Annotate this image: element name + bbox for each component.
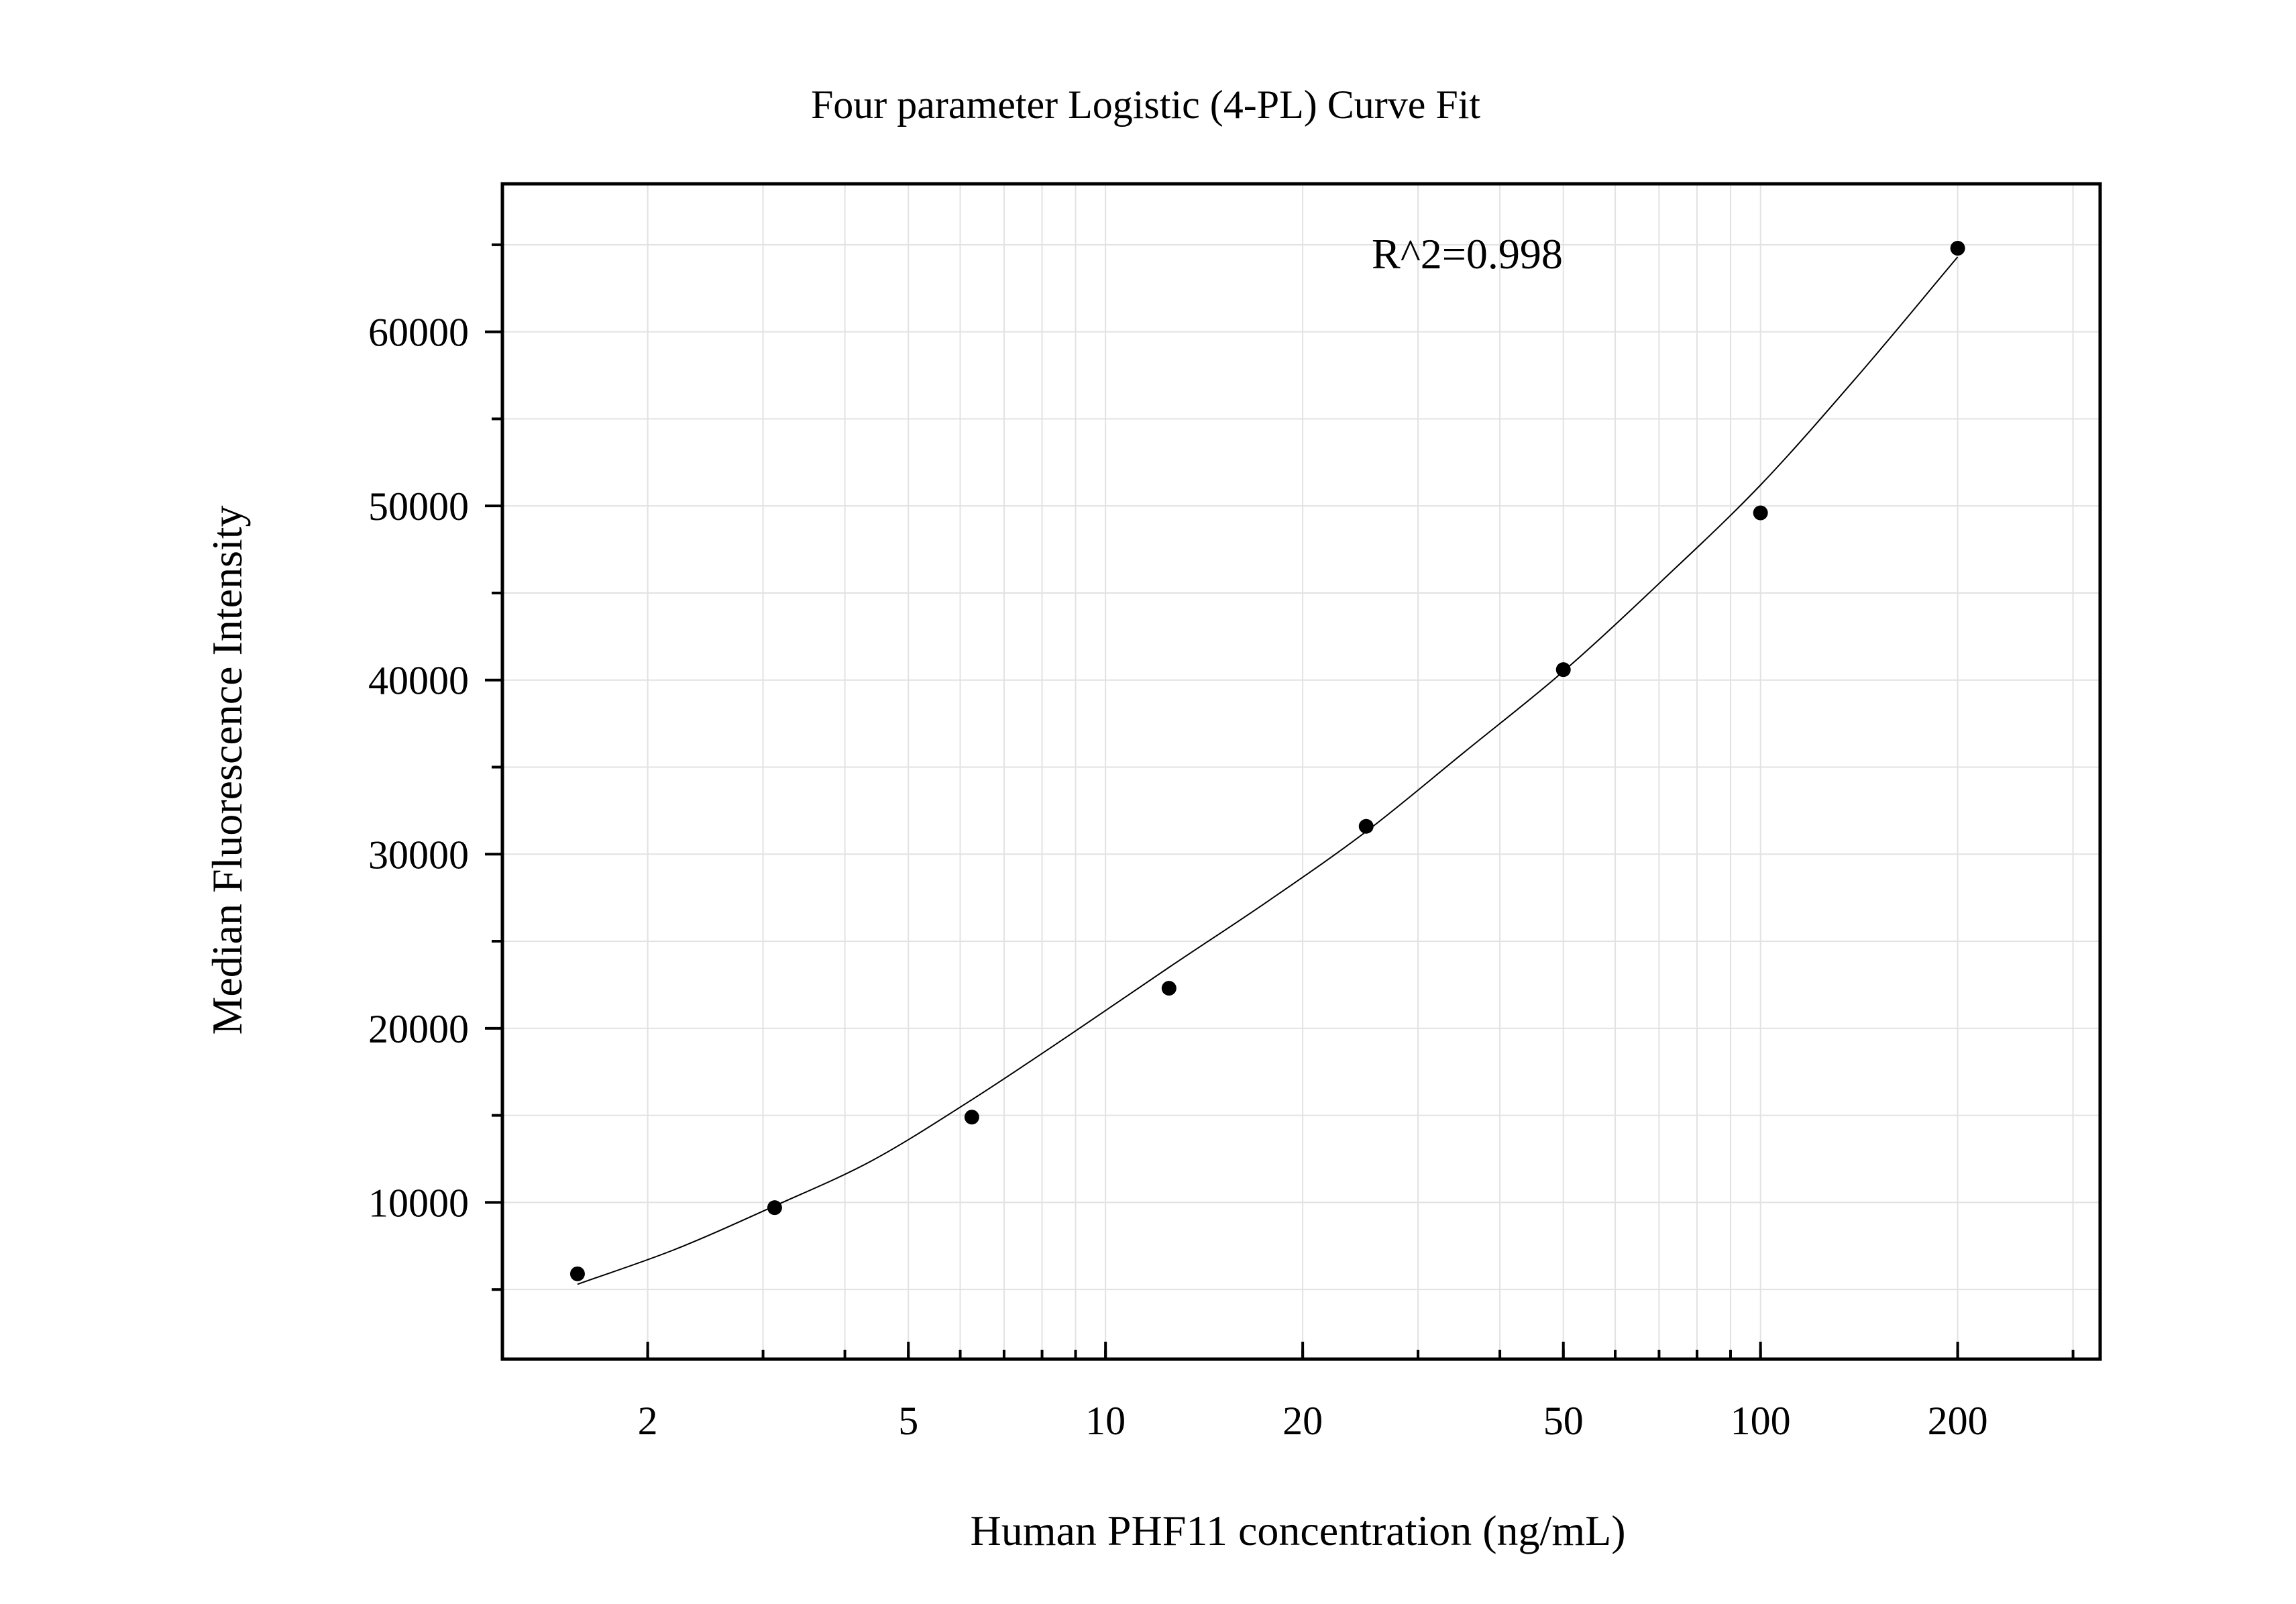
data-point — [1753, 505, 1768, 521]
x-tick-label: 10 — [1085, 1399, 1126, 1443]
data-point — [569, 1266, 585, 1281]
data-point — [1950, 241, 1965, 256]
fit-curve — [577, 256, 1959, 1285]
data-point — [964, 1110, 979, 1125]
x-tick-label: 2 — [638, 1399, 658, 1443]
grid — [502, 184, 2100, 1359]
y-tick-label: 30000 — [368, 833, 469, 877]
x-tick-label: 20 — [1282, 1399, 1323, 1443]
data-points — [569, 241, 1965, 1281]
x-axis-label: Human PHF11 concentration (ng/mL) — [971, 1507, 1626, 1554]
chart-title: Four parameter Logistic (4-PL) Curve Fit — [811, 83, 1480, 127]
y-axis-label: Median Fluorescence Intensity — [203, 505, 251, 1034]
y-tick-label: 40000 — [368, 659, 469, 703]
x-tick-label: 100 — [1731, 1399, 1791, 1443]
data-point — [1555, 662, 1571, 678]
x-tick-label: 5 — [898, 1399, 918, 1443]
plot-frame — [500, 182, 2102, 1361]
data-point — [1358, 818, 1374, 834]
axis-ticks — [485, 243, 2075, 1359]
y-tick-label: 60000 — [368, 311, 469, 355]
y-tick-label: 20000 — [368, 1007, 469, 1051]
data-point — [1161, 981, 1177, 996]
tick-labels: 2 5 10 20 50 100 200 10000 20000 30000 40000 50000 6… — [368, 311, 1988, 1443]
r-squared-annotation: R^2=0.998 — [1372, 230, 1563, 278]
x-tick-label: 50 — [1543, 1399, 1584, 1443]
x-tick-label: 200 — [1928, 1399, 1988, 1443]
y-tick-label: 50000 — [368, 484, 469, 529]
data-point — [767, 1200, 782, 1216]
y-tick-label: 10000 — [368, 1181, 469, 1225]
